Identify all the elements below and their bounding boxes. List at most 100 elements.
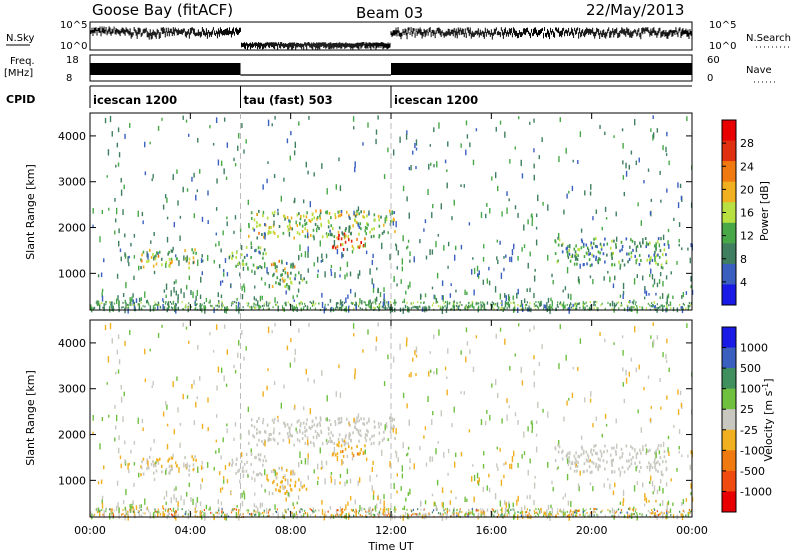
data-point [570, 513, 573, 516]
data-point [546, 509, 548, 515]
data-point [298, 121, 300, 126]
data-point [511, 456, 514, 463]
data-point [374, 218, 376, 222]
x-axis: 00:00 04:00 08:00 12:00 16:00 20:00 00:00 [74, 113, 708, 537]
data-point [281, 277, 284, 281]
data-point [264, 430, 267, 434]
data-point [92, 514, 95, 518]
data-point [304, 234, 307, 238]
data-point [589, 264, 592, 268]
data-point [291, 434, 294, 438]
data-point [600, 452, 603, 456]
data-point [656, 447, 659, 451]
data-point [578, 302, 580, 305]
data-point [130, 242, 132, 247]
data-point [509, 158, 511, 164]
data-point [148, 510, 150, 513]
data-point [475, 510, 477, 513]
data-point [113, 302, 115, 305]
velocity-colorbar-tick-label: -25 [740, 424, 758, 437]
data-point [294, 277, 296, 281]
data-point [178, 260, 180, 266]
data-point [366, 433, 368, 437]
data-point [340, 209, 343, 213]
data-point [594, 444, 597, 448]
data-point [580, 453, 583, 457]
data-point [115, 414, 118, 422]
data-point [438, 329, 440, 336]
data-point [645, 497, 648, 504]
data-point [523, 244, 526, 249]
data-point [278, 259, 281, 263]
data-point [152, 471, 155, 475]
data-point [223, 324, 226, 329]
data-point [391, 426, 393, 430]
data-point [173, 488, 176, 492]
data-point [496, 392, 499, 399]
data-point [505, 302, 508, 305]
data-point [578, 485, 580, 492]
data-point [470, 304, 472, 307]
data-point [118, 435, 120, 441]
data-point [432, 509, 435, 512]
data-point [656, 510, 658, 513]
data-point [221, 511, 223, 514]
data-point [513, 243, 515, 250]
data-point [283, 515, 285, 518]
data-point [205, 297, 208, 303]
data-point [604, 260, 606, 264]
data-point [596, 301, 598, 304]
data-point [335, 514, 337, 517]
data-point [588, 258, 591, 262]
data-point [344, 234, 347, 238]
data-point [278, 224, 281, 228]
data-point [576, 307, 578, 310]
data-point [163, 289, 166, 293]
data-point [482, 301, 484, 304]
data-point [465, 304, 467, 307]
data-point [221, 300, 223, 303]
data-point [140, 508, 142, 511]
data-point [183, 255, 185, 261]
data-point [167, 509, 169, 512]
data-point [561, 304, 563, 307]
data-point [235, 251, 238, 255]
data-point [442, 502, 444, 509]
data-point [154, 514, 156, 517]
data-point [383, 381, 386, 387]
data-point [438, 122, 440, 129]
data-point [369, 268, 371, 275]
data-point [586, 305, 588, 308]
data-point [585, 508, 587, 511]
data-point [268, 509, 270, 512]
data-point [620, 302, 623, 305]
data-point [507, 294, 510, 301]
data-point [268, 307, 270, 310]
data-point [477, 509, 479, 512]
data-point [356, 237, 358, 241]
data-point [207, 397, 209, 403]
data-point [526, 301, 529, 304]
data-point [645, 245, 648, 249]
data-point [632, 306, 634, 309]
data-point [433, 127, 435, 133]
data-point [533, 509, 535, 512]
data-point [173, 281, 176, 285]
data-point [187, 340, 190, 344]
data-point [508, 405, 510, 409]
data-point [537, 401, 539, 409]
data-point [569, 302, 572, 305]
data-point [223, 479, 225, 484]
data-point [673, 217, 675, 221]
data-point [138, 297, 141, 303]
data-point [369, 437, 371, 441]
data-point [572, 510, 574, 515]
data-point [431, 511, 434, 514]
data-point [172, 174, 174, 181]
data-point [468, 222, 471, 226]
data-point [124, 233, 126, 238]
data-point [619, 294, 622, 298]
data-point [122, 306, 124, 309]
data-point [288, 231, 291, 237]
data-point [182, 307, 184, 310]
